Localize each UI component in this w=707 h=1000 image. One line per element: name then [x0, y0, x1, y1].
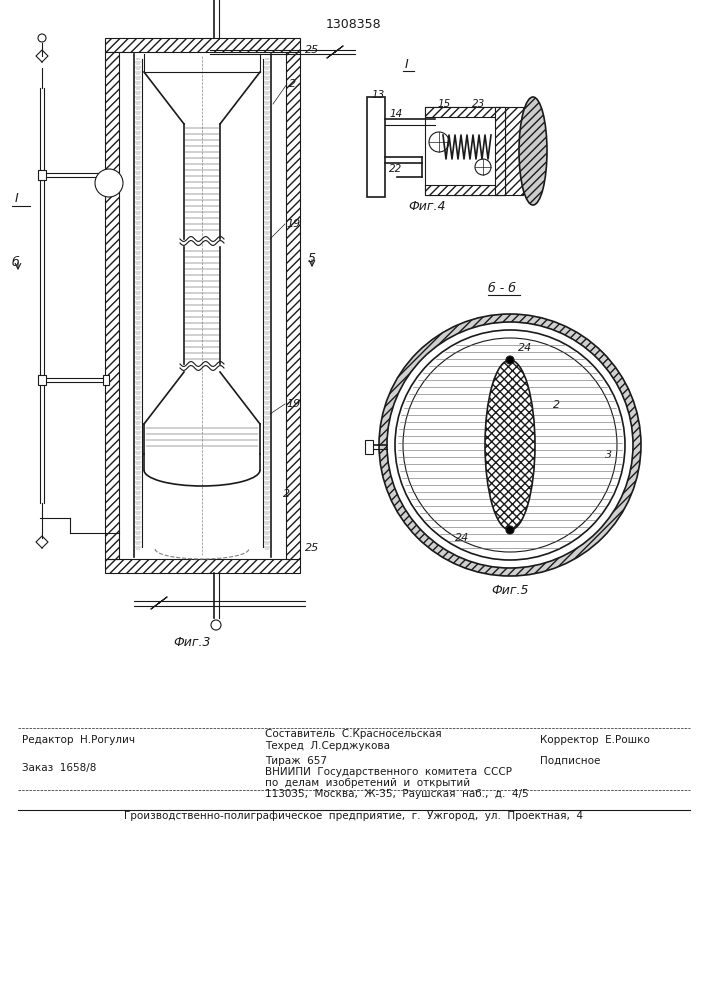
Text: I: I: [405, 58, 409, 72]
Text: 19: 19: [286, 219, 300, 229]
Text: 13: 13: [372, 90, 385, 100]
Text: по  делам  изобретений  и  открытий: по делам изобретений и открытий: [265, 778, 470, 788]
Text: 24: 24: [455, 533, 469, 543]
Circle shape: [506, 356, 514, 364]
Bar: [425, 107, 505, 195]
Text: 23: 23: [472, 99, 485, 109]
Bar: [367, 97, 385, 197]
Text: 14: 14: [389, 109, 402, 119]
Ellipse shape: [387, 322, 633, 568]
Text: 25: 25: [305, 543, 320, 553]
Text: Заказ  1658/8: Заказ 1658/8: [22, 763, 96, 773]
Bar: [38, 375, 46, 385]
Text: Фиг.5: Фиг.5: [491, 584, 529, 596]
Circle shape: [95, 169, 123, 197]
Circle shape: [475, 159, 491, 175]
Circle shape: [211, 620, 221, 630]
Bar: [286, 52, 300, 559]
Circle shape: [429, 132, 449, 152]
Bar: [105, 38, 300, 52]
Text: Подписное: Подписное: [540, 756, 600, 766]
Bar: [425, 107, 505, 117]
Text: Гроизводственно-полиграфическое  предприятие,  г.  Ужгород,  ул.  Проектная,  4: Гроизводственно-полиграфическое предприя…: [124, 811, 583, 821]
Text: 2: 2: [553, 400, 560, 410]
Ellipse shape: [395, 330, 625, 560]
Bar: [425, 185, 505, 195]
Ellipse shape: [519, 97, 547, 205]
Text: 113035,  Москва,  Ж-35,  Раушская  наб.,  д.  4/5: 113035, Москва, Ж-35, Раушская наб., д. …: [265, 789, 529, 799]
Text: 3: 3: [605, 450, 612, 460]
Bar: [105, 559, 300, 573]
Ellipse shape: [403, 338, 617, 552]
Circle shape: [506, 526, 514, 534]
Text: 24: 24: [518, 343, 532, 353]
Bar: [495, 107, 505, 195]
Text: 25: 25: [305, 45, 320, 55]
Text: 5: 5: [308, 251, 316, 264]
Text: ВНИИПИ  Государственного  комитета  СССР: ВНИИПИ Государственного комитета СССР: [265, 767, 512, 777]
Text: Составитель  С.Красносельская: Составитель С.Красносельская: [265, 729, 442, 739]
Text: I: I: [15, 192, 19, 205]
Text: б: б: [12, 256, 20, 269]
Bar: [365, 440, 373, 454]
Text: Корректор  Е.Рошко: Корректор Е.Рошко: [540, 735, 650, 745]
Text: 2: 2: [289, 79, 296, 89]
Text: б - б: б - б: [488, 282, 516, 294]
Text: 15: 15: [437, 99, 450, 109]
Text: Фиг.3: Фиг.3: [173, 637, 211, 650]
Bar: [105, 52, 119, 559]
Bar: [505, 107, 523, 195]
Text: Тираж  657: Тираж 657: [265, 756, 327, 766]
Text: Фиг.4: Фиг.4: [408, 200, 445, 214]
Ellipse shape: [379, 314, 641, 576]
Bar: [38, 170, 46, 180]
Bar: [119, 52, 286, 559]
Bar: [103, 375, 109, 385]
Text: Техред  Л.Серджукова: Техред Л.Серджукова: [265, 741, 390, 751]
Text: 1308358: 1308358: [325, 18, 381, 31]
Circle shape: [38, 34, 46, 42]
Text: 22: 22: [389, 164, 402, 174]
Text: 19: 19: [286, 399, 300, 409]
Text: 21: 21: [439, 187, 452, 197]
Ellipse shape: [485, 360, 535, 530]
Text: 2: 2: [283, 489, 290, 499]
Bar: [103, 170, 109, 180]
Text: Редактор  Н.Рогулич: Редактор Н.Рогулич: [22, 735, 135, 745]
